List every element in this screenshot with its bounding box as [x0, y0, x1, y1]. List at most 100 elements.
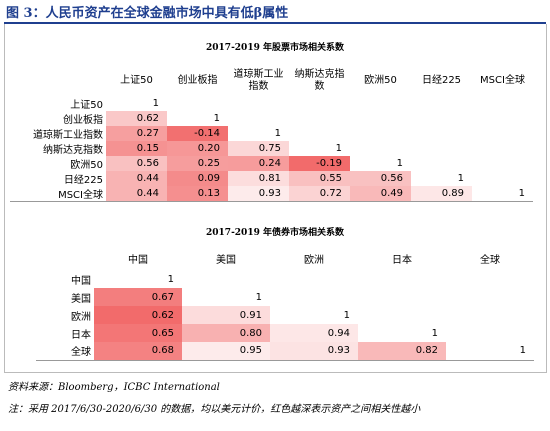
empty-cell: [472, 141, 533, 156]
empty-cell: [411, 141, 472, 156]
value-cell: 0.72: [289, 186, 350, 202]
column-header: 全球: [480, 255, 500, 266]
note: 注：采用 2017/6/30-2020/6/30 的数据，均以美元计价，红色越深…: [8, 404, 421, 415]
table-row: 日本 0.65 0.80 0.94 1: [36, 324, 534, 342]
value-cell: 0.49: [350, 186, 411, 202]
value-cell: 0.62: [106, 111, 167, 126]
column-header: 日本: [392, 255, 412, 266]
empty-cell: [446, 288, 534, 306]
header-row: 上证50 创业板指 道琼斯工业指数 纳斯达克指数 欧洲50 日经225 MSCI全球: [10, 66, 533, 96]
column-header: 欧洲: [304, 255, 324, 266]
empty-cell: [358, 306, 446, 324]
column-header: 上证50: [120, 75, 153, 86]
row-label: 上证50: [70, 100, 103, 111]
title-rule: [4, 22, 546, 24]
value-cell: 0.15: [106, 141, 167, 156]
value-cell: 0.55: [289, 171, 350, 186]
row-label: 欧洲50: [70, 160, 103, 171]
value-cell: 0.80: [182, 324, 270, 342]
correlation-table: 中国 美国 欧洲 日本 全球 中国 1 美国 0.67 1 欧洲 0.62 0.91 1 日本 0.65 0.8…: [36, 252, 534, 361]
empty-cell: [472, 156, 533, 171]
table-row: 欧洲50 0.56 0.25 0.24 -0.19 1: [10, 156, 533, 171]
empty-cell: [270, 270, 358, 288]
value-cell: 0.75: [228, 141, 289, 156]
value-cell: 0.95: [182, 342, 270, 360]
value-cell: 0.25: [167, 156, 228, 171]
value-cell: 0.93: [228, 186, 289, 202]
row-label: 日经225: [63, 175, 103, 186]
table-row: 上证50 1: [10, 96, 533, 111]
empty-cell: [289, 111, 350, 126]
table-row: MSCI全球 0.44 0.13 0.93 0.72 0.49 0.89 1: [10, 186, 533, 202]
row-label: MSCI全球: [58, 190, 103, 201]
row-label: 创业板指: [63, 115, 103, 126]
row-label: 日本: [71, 329, 91, 341]
empty-cell: [411, 156, 472, 171]
value-cell: 1: [182, 288, 270, 306]
empty-cell: [472, 171, 533, 186]
value-cell: 0.56: [350, 171, 411, 186]
value-cell: 0.67: [94, 288, 182, 306]
empty-cell: [289, 96, 350, 111]
empty-cell: [182, 270, 270, 288]
empty-cell: [446, 270, 534, 288]
empty-cell: [350, 96, 411, 111]
column-header: 创业板指: [177, 75, 218, 86]
table-title: 2017-2019 年股票市场相关系数: [206, 43, 344, 53]
table-row: 道琼斯工业指数 0.27 -0.14 1: [10, 126, 533, 141]
column-header: 美国: [216, 255, 236, 266]
value-cell: 0.65: [94, 324, 182, 342]
empty-cell: [358, 270, 446, 288]
table-row: 创业板指 0.62 1: [10, 111, 533, 126]
empty-cell: [358, 288, 446, 306]
value-cell: 0.82: [358, 342, 446, 360]
column-header: 欧洲50: [364, 75, 397, 86]
source: 资料来源：Bloomberg，ICBC International: [8, 382, 220, 393]
column-header: 纳斯达克指数: [294, 69, 345, 92]
row-label: 欧洲: [71, 311, 91, 323]
value-cell: 0.93: [270, 342, 358, 360]
figure-frame: [4, 24, 547, 373]
value-cell: 0.81: [228, 171, 289, 186]
corner-cell: [10, 66, 106, 96]
empty-cell: [411, 126, 472, 141]
value-cell: 1: [270, 306, 358, 324]
value-cell: 0.20: [167, 141, 228, 156]
value-cell: 1: [167, 111, 228, 126]
value-cell: -0.19: [289, 156, 350, 171]
empty-cell: [289, 126, 350, 141]
table-row: 美国 0.67 1: [36, 288, 534, 306]
table-row: 日经225 0.44 0.09 0.81 0.55 0.56 1: [10, 171, 533, 186]
empty-cell: [167, 96, 228, 111]
corner-cell: [36, 252, 94, 270]
value-cell: 0.94: [270, 324, 358, 342]
value-cell: 0.24: [228, 156, 289, 171]
empty-cell: [472, 111, 533, 126]
column-header: 中国: [128, 255, 148, 266]
empty-cell: [350, 141, 411, 156]
column-header: 日经225: [421, 75, 462, 86]
value-cell: 1: [472, 186, 533, 202]
empty-cell: [472, 96, 533, 111]
value-cell: 1: [358, 324, 446, 342]
value-cell: 0.68: [94, 342, 182, 360]
value-cell: 0.44: [106, 186, 167, 202]
value-cell: 1: [106, 96, 167, 111]
row-label: 中国: [71, 275, 91, 287]
empty-cell: [472, 126, 533, 141]
value-cell: 0.27: [106, 126, 167, 141]
empty-cell: [350, 111, 411, 126]
column-header: 道琼斯工业指数: [233, 69, 284, 92]
empty-cell: [411, 96, 472, 111]
empty-cell: [228, 111, 289, 126]
value-cell: 0.56: [106, 156, 167, 171]
value-cell: 1: [350, 156, 411, 171]
row-label: 道琼斯工业指数: [33, 130, 103, 141]
figure-title: 图 3：人民币资产在全球金融市场中具有低β属性: [6, 6, 289, 21]
value-cell: 0.91: [182, 306, 270, 324]
value-cell: -0.14: [167, 126, 228, 141]
empty-cell: [446, 306, 534, 324]
empty-cell: [228, 96, 289, 111]
value-cell: 0.09: [167, 171, 228, 186]
